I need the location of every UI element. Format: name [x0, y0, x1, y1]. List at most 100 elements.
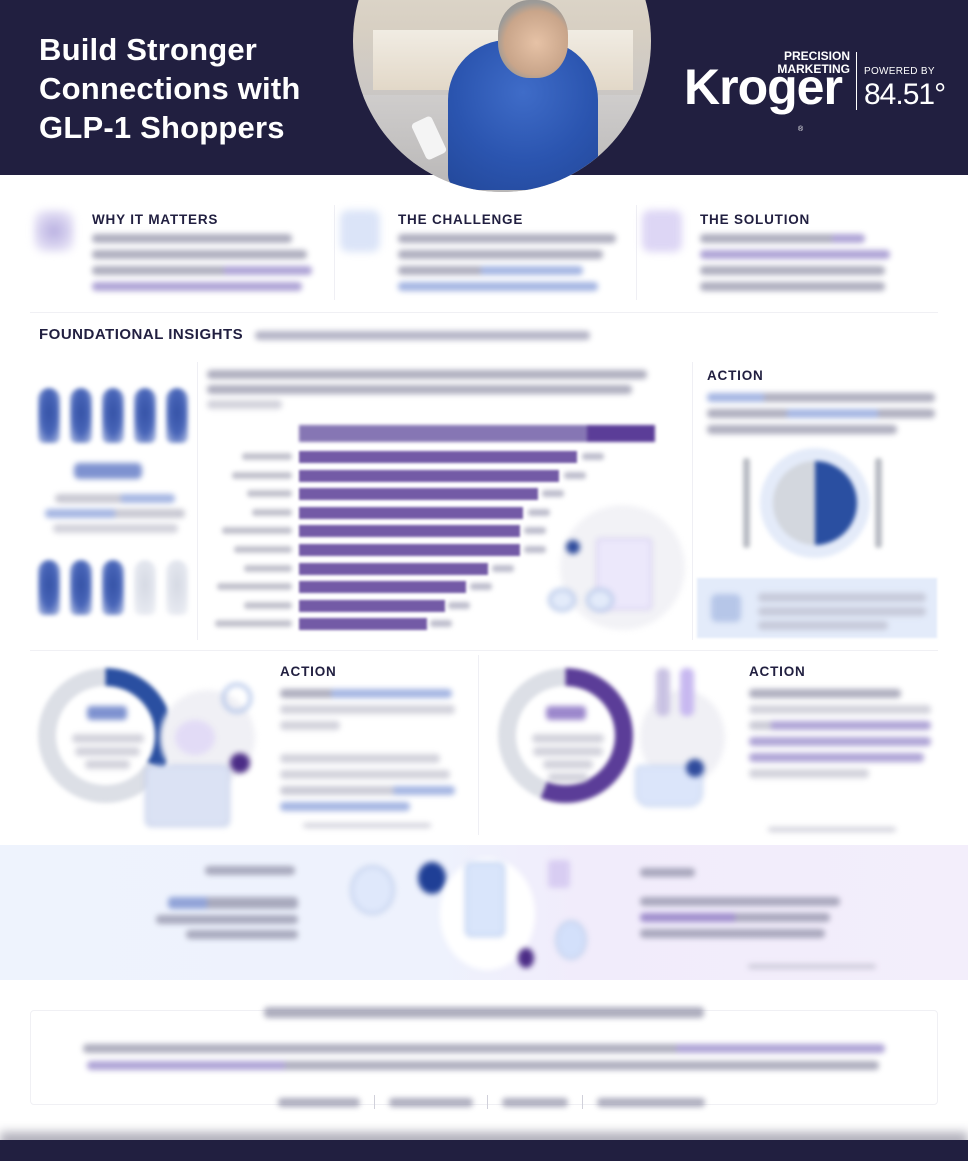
blurred-text — [700, 282, 885, 291]
donut-caption — [70, 730, 145, 773]
blurred-text — [45, 509, 185, 518]
dot-accent — [518, 948, 534, 968]
blurred-text — [280, 786, 455, 795]
blurred-text — [168, 897, 298, 909]
blurred-text — [280, 689, 452, 698]
blurred-text — [85, 760, 130, 769]
chart-bar — [207, 470, 677, 482]
title-line-3: GLP-1 Shoppers — [39, 110, 285, 145]
blurred-text — [700, 234, 865, 243]
person-icon — [102, 560, 124, 615]
blurred-text — [542, 760, 593, 769]
blurred-text — [758, 621, 888, 630]
divider — [334, 205, 335, 300]
blurred-text — [92, 250, 307, 259]
page-title: Build Stronger Connections with GLP-1 Sh… — [39, 30, 301, 147]
source-note — [303, 823, 431, 828]
dot-accent — [566, 540, 580, 554]
blurred-text — [640, 897, 840, 906]
bread-icon — [175, 720, 215, 755]
cta-body-blurred[interactable] — [83, 1044, 885, 1053]
footer-bar — [0, 1140, 968, 1161]
leaf-icon — [222, 683, 252, 713]
logo-tagline: PRECISION MARKETING — [774, 50, 850, 76]
blurred-text — [547, 773, 588, 782]
person-icon-inactive — [166, 560, 188, 615]
action-body — [749, 682, 939, 785]
capability-item — [502, 1097, 568, 1107]
action-heading: ACTION — [707, 368, 764, 383]
band-stat — [150, 893, 298, 945]
source-note — [768, 827, 896, 832]
capability-item — [389, 1097, 473, 1107]
stat-number-blurred — [74, 463, 142, 479]
megaphone-icon — [711, 594, 741, 622]
lightbulb-icon — [34, 210, 74, 252]
person-icon — [70, 388, 92, 443]
people-icons-bottom — [38, 560, 188, 615]
donut-stat-blurred — [546, 706, 586, 720]
knife-icon — [875, 458, 882, 548]
blurred-text — [398, 234, 616, 243]
chart-subtitle-blurred — [207, 400, 282, 409]
blurred-text — [52, 524, 178, 533]
blurred-text — [749, 737, 931, 746]
person-icon — [134, 388, 156, 443]
tagline-marketing: MARKETING — [777, 62, 850, 76]
hero-photo — [353, 0, 651, 192]
title-line-1: Build Stronger — [39, 32, 258, 67]
card-heading: THE SOLUTION — [700, 212, 811, 227]
blurred-text — [749, 721, 931, 730]
person-icon — [102, 388, 124, 443]
divider — [374, 1095, 375, 1109]
blurred-text — [749, 753, 924, 762]
chart-bar — [207, 563, 677, 575]
chart-header-bar — [299, 425, 655, 442]
ring-icon — [555, 920, 587, 960]
tagline-precision: PRECISION — [783, 49, 850, 63]
blurred-text — [55, 494, 175, 503]
photo-person-head — [498, 0, 568, 78]
kroger-wordmark: Kroger — [684, 59, 843, 115]
chart-bar — [207, 488, 677, 500]
bar-chart — [207, 366, 677, 636]
divider — [478, 655, 479, 835]
dot-accent — [686, 759, 704, 777]
blurred-text — [280, 754, 440, 763]
cta-body-blurred[interactable] — [87, 1061, 879, 1070]
plate-pie-chart — [760, 448, 870, 558]
blurred-text — [531, 734, 604, 743]
capability-item — [278, 1097, 360, 1107]
person-icon — [166, 388, 188, 443]
action-heading: ACTION — [749, 664, 806, 679]
card-heading: THE CHALLENGE — [398, 212, 524, 227]
capability-item — [597, 1097, 705, 1107]
blurred-text — [532, 747, 603, 756]
blurred-text — [280, 802, 410, 811]
chart-title-blurred — [207, 370, 647, 379]
puzzle-icon — [642, 210, 682, 252]
chat-bubble-icon — [340, 210, 380, 252]
glasses-icon — [548, 588, 576, 612]
divider — [582, 1095, 583, 1109]
blurred-text — [71, 734, 144, 743]
blurred-text — [255, 331, 590, 340]
divider — [692, 362, 693, 640]
partner-8451-logo: 84.51° — [864, 78, 946, 111]
blurred-text — [749, 769, 869, 778]
blurred-text — [186, 930, 298, 939]
donut-stat-blurred — [87, 706, 127, 720]
chart-bar — [207, 544, 677, 556]
people-icons-top — [38, 388, 188, 443]
person-icon — [70, 560, 92, 615]
dot-accent — [418, 862, 446, 894]
card-heading: WHY IT MATTERS — [92, 212, 219, 227]
chart-title-blurred — [207, 385, 632, 394]
band-heading-blurred — [205, 866, 295, 875]
blurred-text — [280, 770, 450, 779]
heart-icon — [548, 860, 570, 888]
card-why-it-matters: WHY IT MATTERS — [34, 200, 324, 300]
blurred-text — [398, 282, 598, 291]
blurred-text — [640, 913, 830, 922]
divider — [30, 312, 938, 313]
